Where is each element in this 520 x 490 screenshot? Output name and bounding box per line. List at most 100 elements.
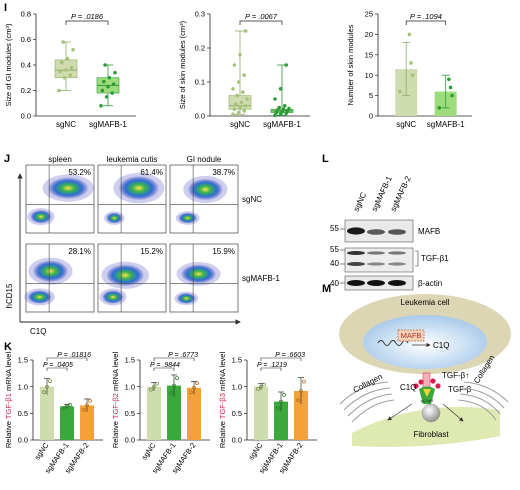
y-tick-label: 0.0 <box>232 436 242 445</box>
significance-bracket <box>153 367 175 371</box>
density-blob <box>47 177 89 199</box>
data-point <box>192 385 196 390</box>
quadrant-percent: 28.1% <box>68 247 91 256</box>
data-point <box>42 390 46 395</box>
data-point <box>175 376 179 380</box>
data-point <box>103 63 107 67</box>
data-point <box>299 389 303 393</box>
receptor-label: gC1qR <box>421 398 434 403</box>
data-point <box>71 47 75 52</box>
data-point <box>281 107 286 111</box>
c1q-expression-label: C1Q <box>433 341 449 350</box>
data-point <box>155 381 159 386</box>
significance-bracket <box>65 20 109 25</box>
tgfb-up-label: TGF-β↑ <box>442 371 469 380</box>
data-point <box>111 82 116 86</box>
data-point <box>232 107 237 111</box>
data-point <box>189 390 193 395</box>
band <box>388 229 406 235</box>
data-point <box>302 379 306 384</box>
data-point <box>242 73 246 77</box>
data-point <box>152 384 156 389</box>
data-point <box>82 407 86 412</box>
row-label: sgMAFB-1 <box>242 274 280 283</box>
data-point <box>238 53 242 57</box>
band <box>367 262 385 266</box>
y-axis-label: Size of skin modules (cm³) <box>178 20 187 109</box>
data-point <box>239 100 244 105</box>
data-point <box>106 84 110 89</box>
band <box>367 229 385 235</box>
mafb-gene-label: MAFB <box>401 331 422 340</box>
y-axis-label: Relative TGF-β2 mRNA level <box>111 352 120 449</box>
data-point <box>437 106 442 110</box>
p-value-label: P = .6603 <box>275 352 305 359</box>
band <box>347 227 365 235</box>
data-point <box>448 85 453 90</box>
panel-j-flow-cytometry: hCD15 C1Q spleen leukemia cutis GI nodule sgN… <box>5 155 280 336</box>
significance-bracket <box>153 357 195 361</box>
y-tick-label: 0.0 <box>18 436 28 445</box>
y-tick-label: 0.3 <box>195 10 205 19</box>
fibroblast-label: Fibroblast <box>413 430 449 439</box>
p-value-label: P = .01816 <box>57 352 91 359</box>
band <box>388 280 406 286</box>
panel-k: 0.0 0.5 1.0 1.5 Relative TGF-β1 mRNA level sg… <box>4 352 317 475</box>
p-value-label: P = .0067 <box>245 12 278 21</box>
data-point <box>85 403 89 408</box>
significance-bracket <box>260 357 302 361</box>
significance-bracket <box>46 367 68 371</box>
panel-l-western-blot: sgNC sgMAFB-1 sgMAFB-2 55 55 40 40 MAFB … <box>330 174 449 291</box>
band <box>367 251 385 255</box>
data-point <box>48 379 52 383</box>
data-point <box>238 105 242 110</box>
y-tick-label: 5 <box>369 91 373 100</box>
panel-m-schematic: Leukemia cell MAFB C1Q Fibroblast gC1qR … <box>339 294 511 447</box>
density-blob <box>176 292 196 304</box>
significance-bracket <box>260 367 282 371</box>
x-category-label: sgMAFB-1 <box>89 120 127 129</box>
density-blob <box>106 212 123 224</box>
data-point <box>172 383 176 388</box>
significance-bracket <box>239 20 283 25</box>
data-point <box>100 88 105 93</box>
fibroblast-nucleus-icon <box>421 403 441 423</box>
data-point <box>65 404 69 409</box>
data-point <box>104 95 109 99</box>
column-label: GI nodule <box>187 155 222 164</box>
y-tick-label: 0.1 <box>195 78 205 87</box>
data-point <box>409 61 413 65</box>
band <box>347 251 365 255</box>
y-tick-label: 1.5 <box>18 356 28 365</box>
bar <box>294 390 308 440</box>
y-tick-label: 1.0 <box>232 382 242 391</box>
data-point <box>242 109 246 113</box>
y-tick-label: 15 <box>365 50 373 59</box>
panel-i: 0.0 0.2 0.4 0.6 0.8 Size of GI modules (cm³) s… <box>4 10 472 129</box>
column-label: spleen <box>48 155 72 164</box>
data-point <box>276 406 280 411</box>
blot-label-mafb: MAFB <box>418 227 440 236</box>
y-axis-label: Relative TGF-β1 mRNA level <box>4 352 13 449</box>
quadrant-percent: 53.2% <box>68 168 91 177</box>
data-point <box>65 56 70 61</box>
data-point <box>236 80 241 84</box>
band <box>347 262 365 266</box>
fibroblast-membrane <box>352 406 500 447</box>
blot-label-tgfb1: TGF-β1 <box>421 254 449 263</box>
y-tick-label: 0.5 <box>18 409 28 418</box>
density-blob <box>27 290 52 304</box>
band <box>388 262 406 266</box>
data-point <box>62 75 67 80</box>
y-tick-label: 1.0 <box>125 382 135 391</box>
data-point <box>282 393 286 397</box>
dna-icon <box>377 340 409 346</box>
bar <box>60 406 74 440</box>
p-value-label: P = .1219 <box>257 362 287 369</box>
band <box>388 251 406 255</box>
data-point <box>60 60 64 65</box>
data-point <box>241 90 245 94</box>
leukemia-cell-label: Leukemia cell <box>401 298 450 307</box>
y-axis-label: Number of skin modules <box>346 24 355 105</box>
quadrant-percent: 15.2% <box>140 247 163 256</box>
